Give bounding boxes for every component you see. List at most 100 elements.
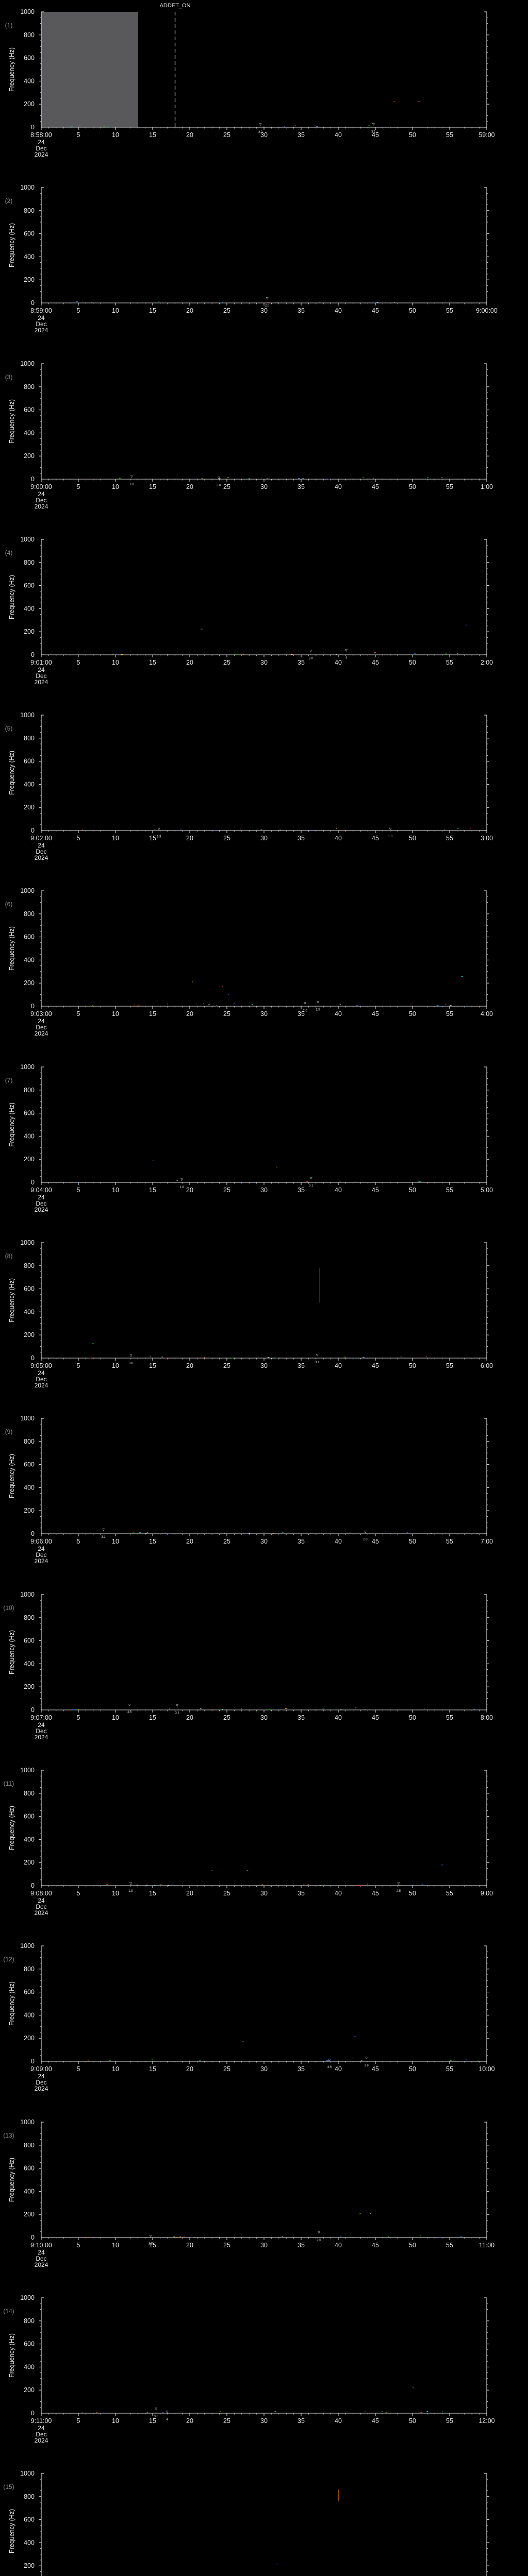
svg-text:0: 0 <box>31 651 35 658</box>
svg-text:45: 45 <box>372 1890 379 1897</box>
svg-text:10: 10 <box>112 1714 119 1721</box>
svg-text:30: 30 <box>260 1714 268 1721</box>
svg-text:1000: 1000 <box>20 887 35 894</box>
svg-text:600: 600 <box>24 1989 35 1996</box>
svg-text:45: 45 <box>372 1187 379 1194</box>
svg-text:(6): (6) <box>5 901 13 908</box>
svg-text:Frequency (Hz): Frequency (Hz) <box>8 2157 15 2201</box>
svg-text:0: 0 <box>31 1882 35 1889</box>
svg-text:(13): (13) <box>3 2132 14 2139</box>
svg-text:400: 400 <box>24 1660 35 1667</box>
svg-text:1.8: 1.8 <box>128 1890 133 1893</box>
svg-text:30: 30 <box>260 1362 268 1369</box>
svg-text:8:00: 8:00 <box>481 1714 493 1721</box>
svg-text:Frequency (Hz): Frequency (Hz) <box>8 926 15 971</box>
svg-text:9:01:00: 9:01:00 <box>30 659 52 666</box>
svg-text:1:00: 1:00 <box>481 483 493 490</box>
svg-text:40: 40 <box>335 2242 342 2249</box>
svg-text:55: 55 <box>446 483 453 490</box>
svg-text:55: 55 <box>446 1714 453 1721</box>
svg-text:2024: 2024 <box>35 1206 48 1213</box>
svg-text:9:00:00: 9:00:00 <box>476 307 498 314</box>
svg-text:3.1: 3.1 <box>175 1711 179 1715</box>
svg-text:55: 55 <box>446 659 453 666</box>
svg-text:800: 800 <box>24 2141 35 2148</box>
svg-text:50: 50 <box>409 659 416 666</box>
svg-text:2024: 2024 <box>35 1734 48 1741</box>
svg-text:20: 20 <box>186 659 193 666</box>
svg-text:45: 45 <box>372 307 379 314</box>
svg-text:2.0: 2.0 <box>363 1538 368 1541</box>
svg-text:50: 50 <box>409 2065 416 2073</box>
svg-text:30: 30 <box>260 2242 268 2249</box>
svg-text:1000: 1000 <box>20 1063 35 1071</box>
svg-text:5: 5 <box>77 1010 80 1018</box>
svg-text:40: 40 <box>335 1714 342 1721</box>
svg-text:2024: 2024 <box>35 1382 48 1389</box>
svg-text:400: 400 <box>24 2012 35 2019</box>
svg-text:9:02:00: 9:02:00 <box>30 835 52 842</box>
svg-text:0: 0 <box>31 1706 35 1714</box>
svg-text:5: 5 <box>77 131 80 139</box>
svg-text:45: 45 <box>372 1010 379 1018</box>
svg-text:600: 600 <box>24 55 35 62</box>
svg-text:50: 50 <box>409 2242 416 2249</box>
svg-text:1.8: 1.8 <box>364 2064 369 2067</box>
svg-text:200: 200 <box>24 2211 35 2218</box>
svg-text:15: 15 <box>149 1714 156 1721</box>
svg-text:10: 10 <box>112 1890 119 1897</box>
svg-text:40: 40 <box>335 2065 342 2073</box>
svg-text:5: 5 <box>77 1362 80 1369</box>
svg-text:10: 10 <box>112 1010 119 1018</box>
svg-text:(12): (12) <box>3 1956 14 1963</box>
svg-text:9:05:00: 9:05:00 <box>30 1362 52 1369</box>
svg-text:20: 20 <box>186 835 193 842</box>
svg-text:40: 40 <box>335 1538 342 1545</box>
svg-text:200: 200 <box>24 1507 35 1515</box>
svg-text:(4): (4) <box>5 549 13 556</box>
svg-text:35: 35 <box>298 1890 305 1897</box>
svg-text:10: 10 <box>112 307 119 314</box>
svg-text:20: 20 <box>186 2417 193 2425</box>
svg-text:20: 20 <box>186 307 193 314</box>
svg-text:Frequency (Hz): Frequency (Hz) <box>8 399 15 444</box>
svg-text:25: 25 <box>223 1187 230 1194</box>
svg-text:55: 55 <box>446 835 453 842</box>
svg-text:2024: 2024 <box>35 679 48 686</box>
svg-text:800: 800 <box>24 1262 35 1269</box>
svg-text:4:00: 4:00 <box>481 1010 493 1018</box>
svg-text:2024: 2024 <box>35 503 48 510</box>
svg-text:600: 600 <box>24 1637 35 1644</box>
svg-text:35: 35 <box>298 1362 305 1369</box>
svg-text:200: 200 <box>24 2035 35 2042</box>
svg-text:3.6: 3.6 <box>154 2415 158 2418</box>
svg-text:2.0: 2.0 <box>303 1010 308 1013</box>
svg-text:3:00: 3:00 <box>481 835 493 842</box>
svg-text:10: 10 <box>112 2065 119 2073</box>
svg-text:Frequency (Hz): Frequency (Hz) <box>8 47 15 92</box>
svg-text:10: 10 <box>112 131 119 139</box>
svg-text:3.6: 3.6 <box>127 1711 132 1714</box>
svg-text:30: 30 <box>260 307 268 314</box>
svg-text:200: 200 <box>24 1156 35 1163</box>
svg-text:800: 800 <box>24 1614 35 1621</box>
svg-text:(9): (9) <box>5 1428 13 1435</box>
svg-text:600: 600 <box>24 2516 35 2523</box>
svg-text:30: 30 <box>260 835 268 842</box>
svg-text:45: 45 <box>372 1362 379 1369</box>
svg-text:25: 25 <box>223 2065 230 2073</box>
svg-text:35: 35 <box>298 659 305 666</box>
svg-text:800: 800 <box>24 1965 35 1973</box>
svg-text:1000: 1000 <box>20 1591 35 1598</box>
svg-text:1000: 1000 <box>20 536 35 543</box>
svg-text:200: 200 <box>24 1859 35 1866</box>
svg-text:15: 15 <box>149 659 156 666</box>
svg-text:30: 30 <box>260 2417 268 2425</box>
svg-text:3.1: 3.1 <box>315 1361 320 1364</box>
svg-text:(5): (5) <box>5 725 13 732</box>
svg-text:Frequency (Hz): Frequency (Hz) <box>8 1630 15 1674</box>
svg-text:35: 35 <box>298 483 305 490</box>
svg-text:Frequency (Hz): Frequency (Hz) <box>8 751 15 795</box>
svg-text:40: 40 <box>335 131 342 139</box>
svg-text:59:00: 59:00 <box>478 131 494 139</box>
